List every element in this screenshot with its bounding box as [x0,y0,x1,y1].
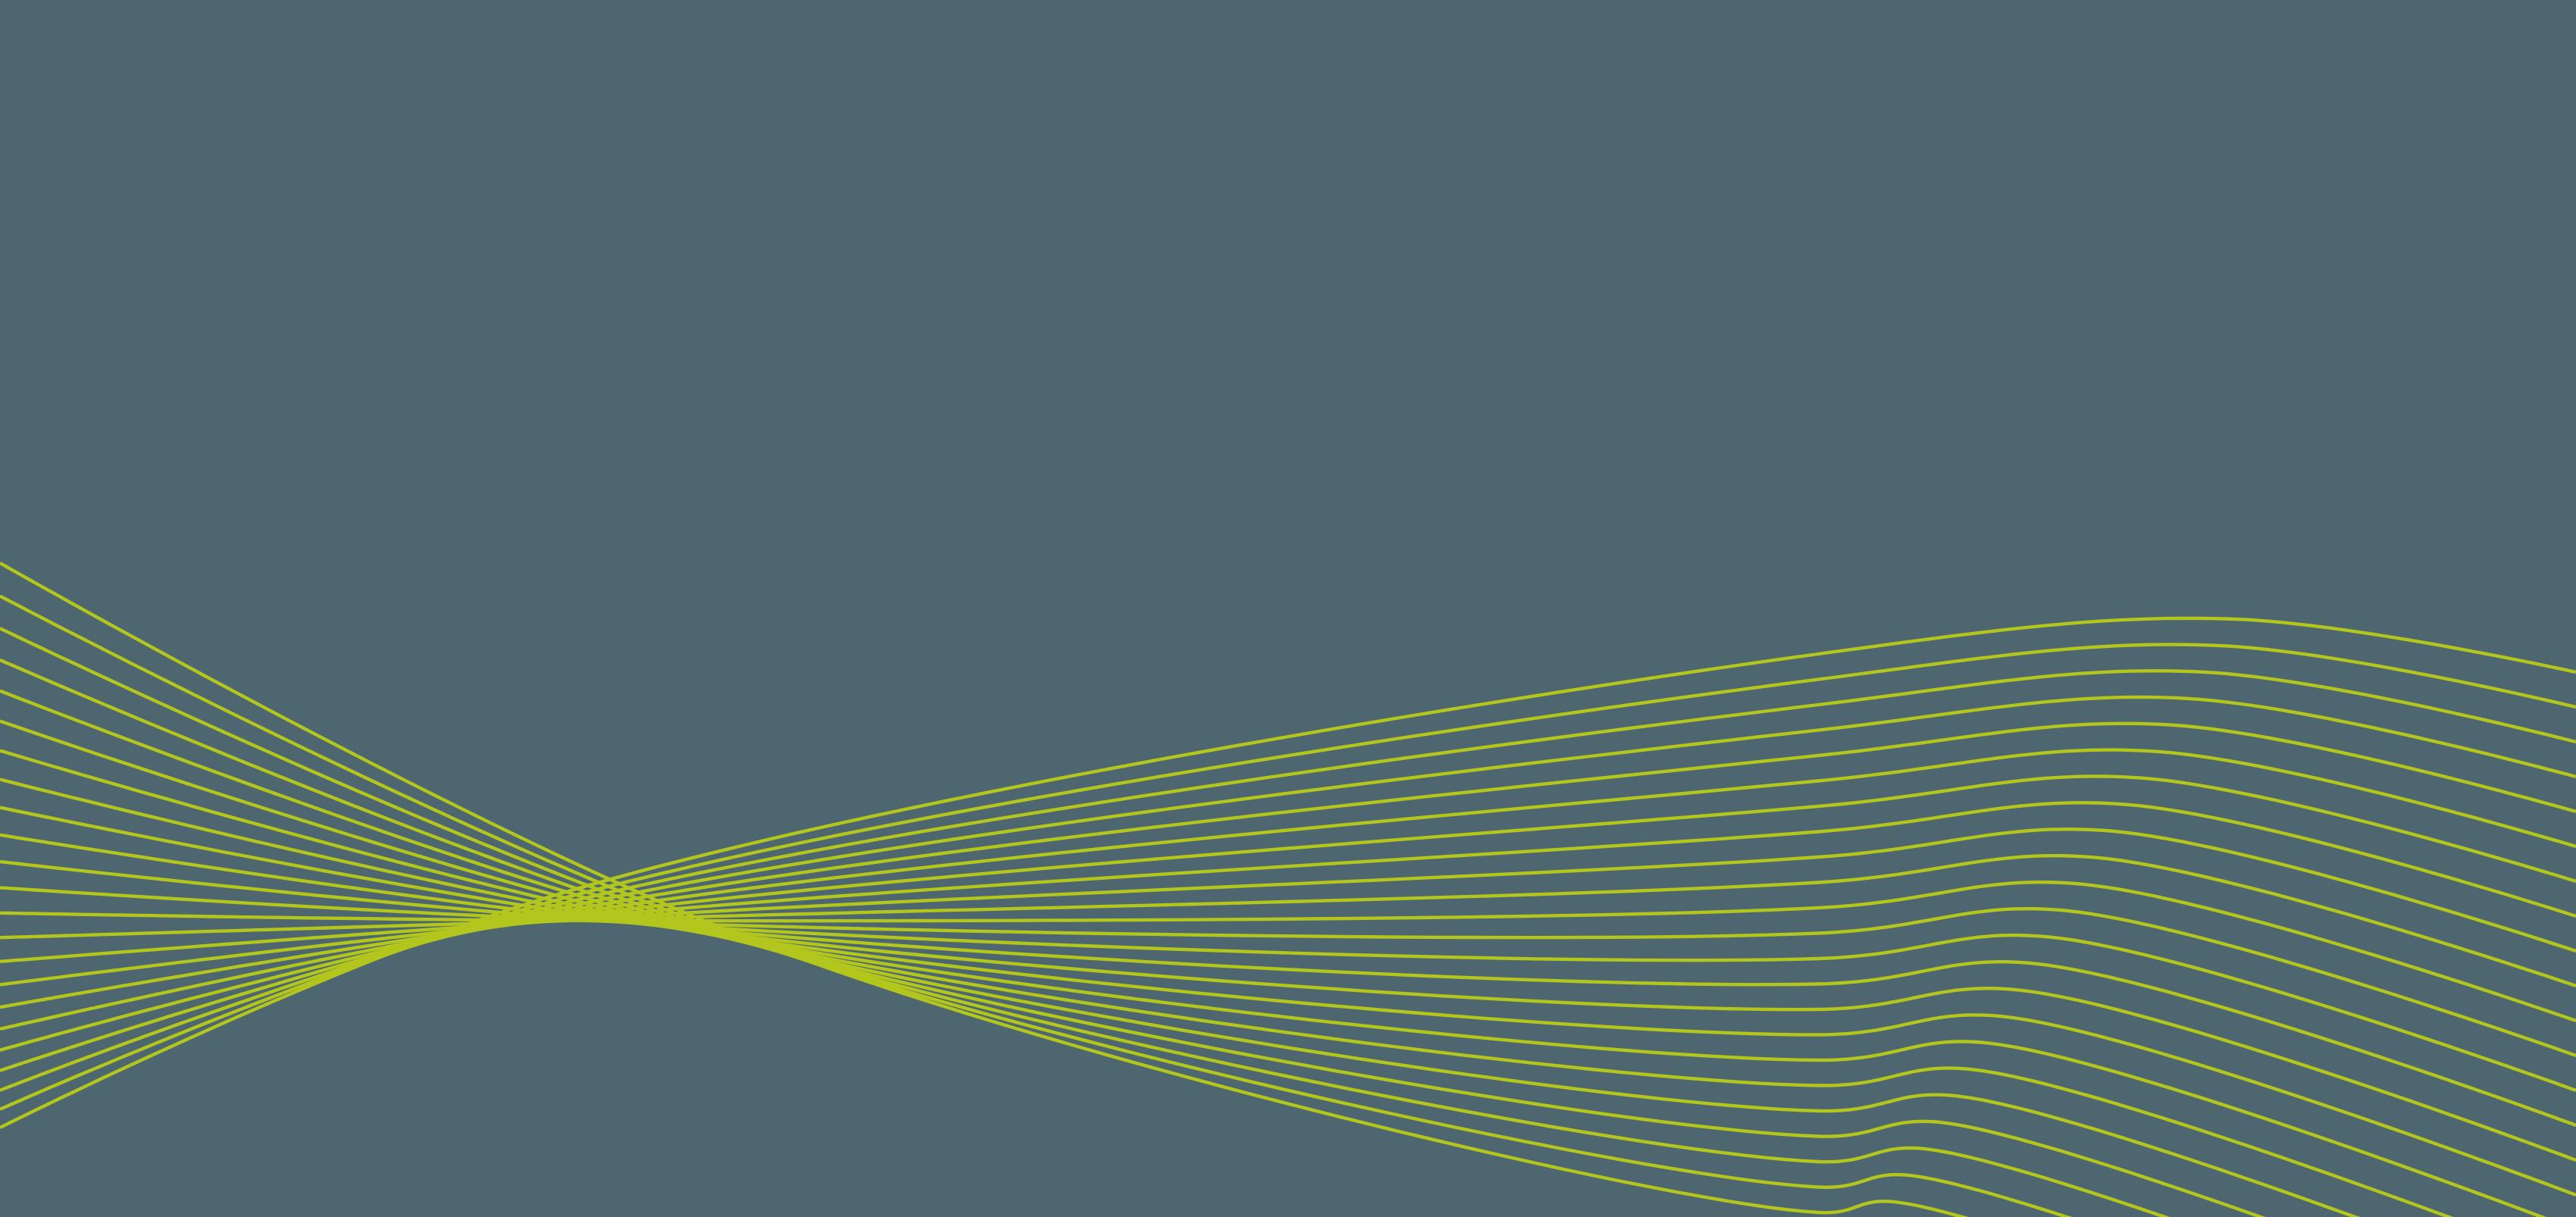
wave-line [0,886,2576,1058]
wave-line [0,594,2073,1217]
wave-line [0,627,2171,1217]
wave-line [0,689,2361,1217]
wave-line [0,695,2576,1072]
wave-line [0,827,2576,963]
wave-line [0,719,2454,1217]
wave-line [0,721,2576,1052]
wave-line [0,859,2576,1093]
wave-line [0,833,2576,1128]
wave-line [0,748,2576,1031]
wave-line [0,801,2576,987]
wave-line [0,643,2576,1111]
wave-line [0,562,1969,1217]
wave-line [0,774,2576,1009]
wave-line [0,777,2576,1197]
wave-line [0,616,2576,1129]
wave-line [0,669,2576,1092]
wave-line [0,806,2576,1162]
wave-line [0,749,2547,1217]
wave-line [0,854,2576,988]
wave-line [0,881,2576,1023]
wave-line [0,658,2266,1217]
wave-lines-group [0,562,2576,1217]
